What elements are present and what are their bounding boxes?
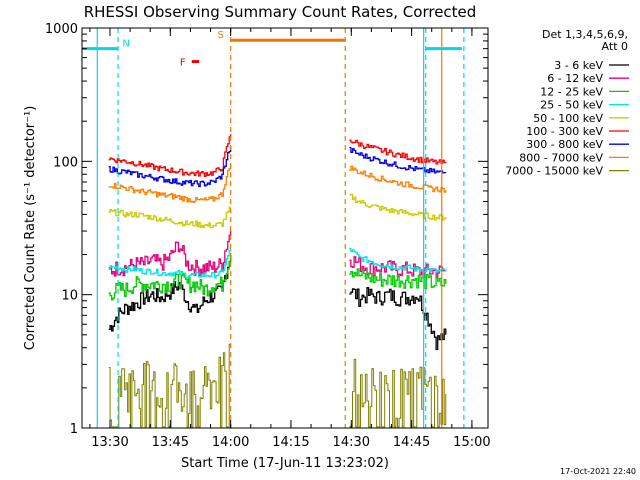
- series-line-9-segment-1: [108, 343, 232, 428]
- y-tick-label-4: 1000: [45, 22, 78, 37]
- series-line-4-segment-1: [108, 249, 232, 279]
- x-tick-label-6: 14:45: [393, 435, 430, 450]
- y-tick-label-2: 10: [61, 289, 78, 304]
- series-line-3-segment-1: [108, 254, 232, 301]
- x-tick-label-3: 14:00: [212, 435, 249, 450]
- legend-label-1: 3 - 6 keV: [554, 59, 603, 72]
- legend-header-line1: Det 1,3,4,5,6,9,: [542, 28, 628, 41]
- axis-layer: 13:30 13:45 14:00 14:15 14:30 14:45 15:00 1 10 10…: [45, 22, 491, 450]
- series-line-5-segment-1: [108, 206, 232, 229]
- data-layer: [108, 134, 447, 428]
- series-line-4-segment-2: [349, 248, 447, 273]
- legend-label-3: 12 - 25 keV: [540, 85, 603, 98]
- series-line-7-segment-2: [349, 146, 447, 174]
- y-tick-label-3: 100: [53, 155, 78, 170]
- series-line-9-segment-2: [349, 358, 447, 428]
- series-line-1-segment-2: [349, 287, 447, 351]
- series-line-6-segment-1: [108, 134, 232, 177]
- x-tick-label-4: 14:15: [272, 435, 309, 450]
- series-line-6-segment-2: [349, 139, 447, 165]
- legend-header-line2: Att 0: [602, 40, 628, 53]
- flag-F-label: F: [180, 58, 186, 69]
- legend-label-4: 25 - 50 keV: [540, 99, 603, 112]
- flag-N-label: N: [122, 39, 129, 50]
- series-line-3-segment-2: [349, 268, 447, 290]
- series-line-5-segment-2: [349, 193, 447, 221]
- x-tick-label-2: 13:45: [152, 435, 189, 450]
- legend-label-7: 300 - 800 keV: [526, 138, 603, 151]
- x-tick-label-5: 14:30: [333, 435, 370, 450]
- x-tick-label-7: 15:00: [453, 435, 490, 450]
- legend-label-8: 800 - 7000 keV: [519, 151, 603, 164]
- plot-frame: [81, 27, 489, 429]
- timestamp: 17-Oct-2021 22:40: [560, 467, 636, 476]
- flag-layer: N S F: [82, 28, 465, 428]
- x-tick-label-1: 13:30: [91, 435, 128, 450]
- legend-label-5: 50 - 100 keV: [533, 112, 603, 125]
- x-axis-label: Start Time (17-Jun-11 13:23:02): [181, 456, 389, 471]
- series-line-8-segment-2: [349, 165, 447, 193]
- legend-label-2: 6 - 12 keV: [547, 72, 603, 85]
- series-line-8-segment-1: [108, 164, 232, 203]
- chart-title: RHESSI Observing Summary Count Rates, Co…: [84, 3, 477, 21]
- flag-S-label: S: [217, 30, 223, 41]
- series-line-7-segment-1: [108, 146, 232, 188]
- y-tick-label-1: 1: [70, 422, 78, 437]
- y-axis-label: Corrected Count Rate (s⁻¹ detector⁻¹): [23, 106, 38, 351]
- legend-label-6: 100 - 300 keV: [526, 125, 603, 138]
- legend-label-9: 7000 - 15000 keV: [505, 165, 603, 178]
